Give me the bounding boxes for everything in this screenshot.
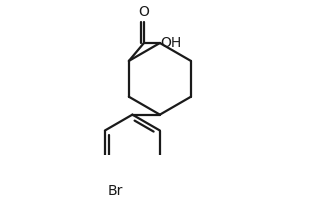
Text: O: O <box>138 5 149 19</box>
Text: Br: Br <box>108 184 123 198</box>
Text: OH: OH <box>161 36 182 50</box>
